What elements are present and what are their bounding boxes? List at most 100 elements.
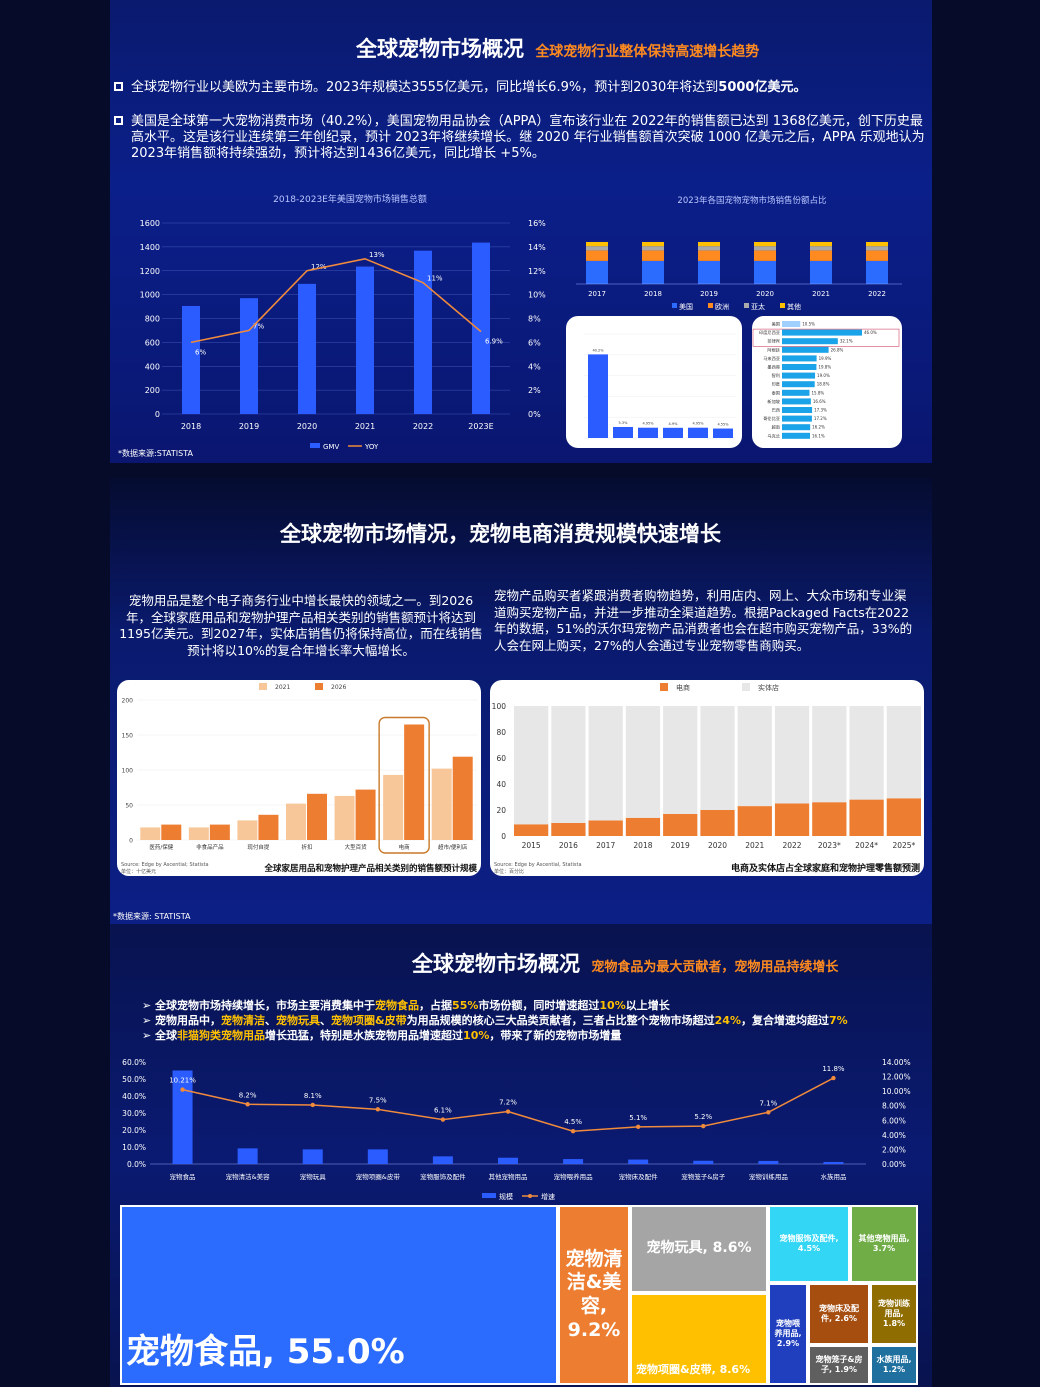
sales-bar-2021 xyxy=(286,803,306,840)
yoy-data-label: 6% xyxy=(195,348,206,356)
x-tick-label: 2021 xyxy=(355,422,375,431)
channel-segment-实体店 xyxy=(588,706,623,821)
country-bar xyxy=(782,321,801,327)
growth-data-label: 11.8% xyxy=(822,1065,845,1073)
share-segment-0 xyxy=(810,260,832,284)
legend-swatch xyxy=(708,303,713,308)
legend-swatch xyxy=(315,683,323,690)
bullet1-text: 全球宠物行业以美欧为主要市场。2023年规模达3555亿美元，同比增长6.9%，… xyxy=(131,80,719,95)
share-segment-1 xyxy=(810,250,832,261)
channel-segment-电商 xyxy=(625,817,661,836)
country-label: 智利 xyxy=(772,372,780,379)
y-tick-label: 1600 xyxy=(140,219,160,228)
share-segment-3 xyxy=(866,242,888,247)
share-segment-2 xyxy=(586,246,608,251)
growth-data-label: 6.1% xyxy=(434,1107,452,1115)
chart-source: Source: Edge by Ascential; Statista xyxy=(121,862,209,868)
bullet-text: 、 xyxy=(320,1014,332,1027)
highlight-text: 宠物项圈&皮带 xyxy=(331,1014,407,1027)
slide1-title: 全球宠物市场概况 全球宠物行业整体保持高速增长趋势 xyxy=(356,33,759,63)
legend-swatch xyxy=(259,683,267,690)
sales-bar-2026 xyxy=(258,814,279,840)
country-bar xyxy=(782,424,811,431)
slide1-bullet-1: 全球宠物行业以美欧为主要市场。2023年规模达3555亿美元，同比增长6.9%，… xyxy=(114,80,928,96)
chart-unit: 单位：百分比 xyxy=(494,868,524,875)
region-share-stacked-chart: 2023年各国宠物宠物市场销售份额占比 2017 2018 2019 2020 2021 2… xyxy=(576,195,902,311)
scale-bar xyxy=(498,1157,518,1164)
sales-bar-2021 xyxy=(188,827,209,840)
share-segment-2 xyxy=(866,246,888,251)
highlight-text: 宠物清洁 xyxy=(221,1014,266,1027)
y2-tick-label: 12.00% xyxy=(882,1073,911,1082)
y2-tick-label: 8% xyxy=(528,315,541,324)
legend-swatch-growth-dot xyxy=(528,1194,532,1198)
chart-source: Source: Edge by Ascential, Statista xyxy=(494,862,582,868)
country-value-label: 46.0% xyxy=(864,330,877,335)
slide2-para-right: 宠物产品购买者紧跟消费者购物趋势，利用店内、网上、大众市场和专业渠道购买宠物产品… xyxy=(494,588,913,653)
yoy-data-label: 11% xyxy=(427,275,443,283)
y2-tick-label: 2% xyxy=(528,386,541,395)
slide-categories: 全球宠物市场概况 宠物食品为最大贡献者，宠物用品持续增长 ➢ 全球宠物市场持续增… xyxy=(110,924,932,1387)
x-tick-label: 2020 xyxy=(756,290,774,298)
x-tick-label: 水族用品 xyxy=(820,1172,846,1181)
y-tick-label: 0 xyxy=(129,838,133,845)
x-tick-label: 2015 xyxy=(522,841,541,850)
channel-segment-电商 xyxy=(812,802,847,836)
bullet-text: 全球 xyxy=(155,1029,178,1042)
scale-bar xyxy=(758,1160,779,1164)
bullet-text: ，带来了新的宠物市场增量 xyxy=(489,1029,622,1042)
y-tick-label: 50.0% xyxy=(122,1075,146,1084)
slide2-source: *数据来源: STATISTA xyxy=(113,912,191,921)
channel-segment-电商 xyxy=(551,823,586,836)
highlight-text: 宠物食品 xyxy=(375,999,420,1012)
sales-bar-2021 xyxy=(140,827,161,840)
bullet2-text: 美国是全球第一大宠物消费市场（40.2%），美国宠物用品协会（APPA）宣布该行… xyxy=(131,114,925,161)
highlight-text: 55% xyxy=(452,999,479,1012)
legend-label: 2021 xyxy=(275,684,290,691)
square-bullet-icon xyxy=(114,116,123,125)
x-tick-label: 宠物床及配件 xyxy=(619,1172,659,1181)
gmv-bar xyxy=(182,305,200,414)
treemap-tile: 水族用品, 1.2% xyxy=(870,1345,918,1385)
y-tick-label: 0 xyxy=(155,410,160,419)
x-tick-label: 超市/便利店 xyxy=(438,843,468,851)
y-tick-label: 10.0% xyxy=(122,1143,146,1152)
sales-bar-2026 xyxy=(307,793,327,840)
gmv-bar xyxy=(240,298,258,414)
gmv-bar xyxy=(414,250,432,414)
legend-label-yoy: YOY xyxy=(364,443,379,451)
country-value-label: 17.2% xyxy=(814,416,827,421)
x-tick-label: 大型百货 xyxy=(345,843,368,851)
x-tick-label: 宠物喂养用品 xyxy=(554,1172,593,1181)
y-tick-label: 1400 xyxy=(140,243,160,252)
x-tick-label: 2016 xyxy=(559,841,578,850)
bullet-text: 增长迅猛，特别是水族宠物用品增速超过 xyxy=(265,1029,464,1042)
gmv-bar xyxy=(472,242,490,414)
x-tick-label: 2022 xyxy=(782,841,801,850)
treemap-label: 宠物床及配件, 2.6% xyxy=(819,1304,859,1323)
highlight-text: 宠物玩具 xyxy=(276,1014,321,1027)
gmv-bar xyxy=(298,283,316,414)
country-label: 墨西哥 xyxy=(767,365,780,371)
bar-data-label: 4.95% xyxy=(692,422,704,426)
scale-bar xyxy=(367,1149,388,1164)
growth-data-label: 10.21% xyxy=(169,1077,196,1085)
share-segment-3 xyxy=(642,242,664,247)
share-detail-bar-chart: 40.2% 5.3% 4.95% 4.9% 4.95% 4.55% xyxy=(584,333,736,439)
country-label: 阿根廷 xyxy=(767,346,780,353)
country-bar xyxy=(782,329,862,336)
bar-data-label: 40.2% xyxy=(592,348,604,352)
country-value-label: 18.8% xyxy=(817,382,830,387)
highlight-text: 24% xyxy=(714,1014,741,1027)
treemap-tile: 其他宠物用品, 3.7% xyxy=(850,1205,918,1283)
y-tick-label: 80 xyxy=(496,728,506,737)
sales-bar-2021 xyxy=(334,795,355,840)
sales-bar-2021 xyxy=(383,774,404,840)
share-segment-0 xyxy=(698,260,720,284)
y-tick-label: 200 xyxy=(145,386,160,395)
country-label: 印度尼西亚 xyxy=(759,329,780,336)
slide3-title: 全球宠物市场概况 宠物食品为最大贡献者，宠物用品持续增长 xyxy=(412,948,838,978)
square-bullet-icon xyxy=(114,82,123,91)
x-tick-label: 2021 xyxy=(745,841,764,850)
bullet-text: ，占据 xyxy=(419,999,453,1012)
